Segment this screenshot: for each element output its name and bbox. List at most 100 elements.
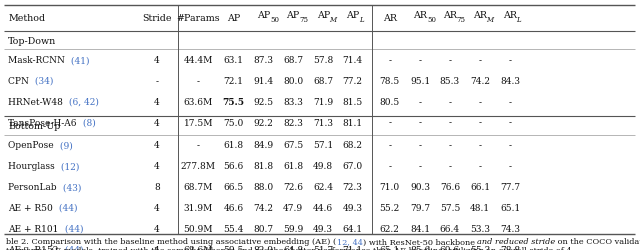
Text: 91.4: 91.4 — [253, 77, 274, 86]
Text: 85.3: 85.3 — [440, 77, 460, 86]
Text: -: - — [388, 118, 391, 127]
Text: 72.3: 72.3 — [342, 182, 363, 191]
Text: 82.3: 82.3 — [283, 118, 303, 127]
Text: Top-Down: Top-Down — [8, 36, 56, 46]
Text: -: - — [479, 118, 481, 127]
Text: 55.2: 55.2 — [380, 203, 400, 212]
Text: 56.6: 56.6 — [223, 162, 244, 170]
Text: 63.1: 63.1 — [223, 56, 244, 65]
Text: -: - — [479, 141, 481, 150]
Text: -: - — [419, 118, 422, 127]
Text: 84.1: 84.1 — [410, 224, 431, 233]
Text: 74.2: 74.2 — [470, 77, 490, 86]
Text: -: - — [449, 162, 451, 170]
Text: 68.2: 68.2 — [342, 141, 363, 150]
Text: 84.9: 84.9 — [253, 141, 274, 150]
Text: -: - — [479, 56, 481, 65]
Text: Mask-RCNN: Mask-RCNN — [8, 56, 68, 65]
Text: 44.6: 44.6 — [313, 203, 333, 212]
Text: AE + R152: AE + R152 — [8, 245, 61, 250]
Text: 57.5: 57.5 — [440, 203, 460, 212]
Text: 59.9: 59.9 — [283, 224, 303, 233]
Text: (41): (41) — [68, 56, 90, 65]
Text: -: - — [509, 56, 511, 65]
Text: -: - — [388, 162, 391, 170]
Text: 62.2: 62.2 — [380, 224, 400, 233]
Text: AE + R50: AE + R50 — [8, 203, 56, 212]
Text: 44.4M: 44.4M — [184, 56, 213, 65]
Text: 68.6M: 68.6M — [184, 245, 213, 250]
Text: -: - — [419, 98, 422, 106]
Text: AP: AP — [346, 11, 359, 20]
Text: 78.5: 78.5 — [380, 77, 400, 86]
Text: on the COCO validation set. POET: on the COCO validation set. POET — [556, 238, 640, 246]
Text: 8: 8 — [154, 182, 159, 191]
Text: Stride: Stride — [142, 14, 172, 23]
Text: 55.3: 55.3 — [470, 245, 490, 250]
Text: AR: AR — [383, 14, 397, 23]
Text: AR: AR — [443, 11, 457, 20]
Text: ble 2. Comparison with the baseline method using associative embedding (AE) (: ble 2. Comparison with the baseline meth… — [6, 238, 337, 246]
Text: AP: AP — [317, 11, 330, 20]
Text: 31.9M: 31.9M — [184, 203, 213, 212]
Text: AE + R101: AE + R101 — [8, 224, 61, 233]
Text: 67.0: 67.0 — [342, 162, 363, 170]
Text: -: - — [156, 77, 158, 86]
Text: 79.7: 79.7 — [410, 203, 431, 212]
Text: -: - — [388, 141, 391, 150]
Text: -: - — [479, 98, 481, 106]
Text: 74.2: 74.2 — [253, 203, 274, 212]
Text: 75: 75 — [456, 16, 465, 24]
Text: 17.5M: 17.5M — [184, 118, 213, 127]
Text: AR: AR — [413, 11, 428, 20]
Text: 68.7: 68.7 — [283, 56, 303, 65]
Text: -: - — [197, 77, 200, 86]
Text: AP: AP — [287, 11, 300, 20]
Text: 87.3: 87.3 — [253, 56, 274, 65]
Text: 95.1: 95.1 — [410, 77, 431, 86]
Text: tperforms AE models, trained with the same backbones and reaches better performa: tperforms AE models, trained with the sa… — [6, 246, 575, 250]
Text: 68.7: 68.7 — [313, 77, 333, 86]
Text: 72.6: 72.6 — [283, 182, 303, 191]
Text: and reduced stride: and reduced stride — [477, 238, 556, 246]
Text: (34): (34) — [32, 77, 54, 86]
Text: 88.0: 88.0 — [253, 182, 274, 191]
Text: 81.1: 81.1 — [342, 118, 363, 127]
Text: (12): (12) — [58, 162, 79, 170]
Text: 12, 44: 12, 44 — [337, 238, 362, 246]
Text: -: - — [509, 118, 511, 127]
Text: 4: 4 — [154, 56, 159, 65]
Text: 76.6: 76.6 — [440, 182, 460, 191]
Text: OpenPose: OpenPose — [8, 141, 57, 150]
Text: 4: 4 — [154, 203, 159, 212]
Text: 74.3: 74.3 — [500, 224, 520, 233]
Text: -: - — [449, 98, 451, 106]
Text: 75.0: 75.0 — [223, 118, 244, 127]
Text: M: M — [486, 16, 493, 24]
Text: 49.8: 49.8 — [313, 162, 333, 170]
Text: 55.4: 55.4 — [223, 224, 244, 233]
Text: 66.1: 66.1 — [470, 182, 490, 191]
Text: -: - — [388, 56, 391, 65]
Text: #Params: #Params — [177, 14, 220, 23]
Text: 64.8: 64.8 — [283, 245, 303, 250]
Text: 69.6: 69.6 — [440, 245, 460, 250]
Text: 51.7: 51.7 — [313, 245, 333, 250]
Text: -: - — [479, 162, 481, 170]
Text: L: L — [359, 16, 364, 24]
Text: HRNet-W48: HRNet-W48 — [8, 98, 66, 106]
Text: 83.3: 83.3 — [283, 98, 303, 106]
Text: 46.6: 46.6 — [223, 203, 244, 212]
Text: 64.1: 64.1 — [342, 224, 363, 233]
Text: 77.2: 77.2 — [342, 77, 363, 86]
Text: 80.5: 80.5 — [380, 98, 400, 106]
Text: 82.9: 82.9 — [253, 245, 274, 250]
Text: 80.7: 80.7 — [253, 224, 274, 233]
Text: 90.3: 90.3 — [410, 182, 431, 191]
Text: 66.5: 66.5 — [223, 182, 244, 191]
Text: 65.1: 65.1 — [380, 245, 400, 250]
Text: 62.4: 62.4 — [313, 182, 333, 191]
Text: 49.3: 49.3 — [342, 203, 363, 212]
Text: (44): (44) — [61, 224, 83, 233]
Text: AR: AR — [473, 11, 487, 20]
